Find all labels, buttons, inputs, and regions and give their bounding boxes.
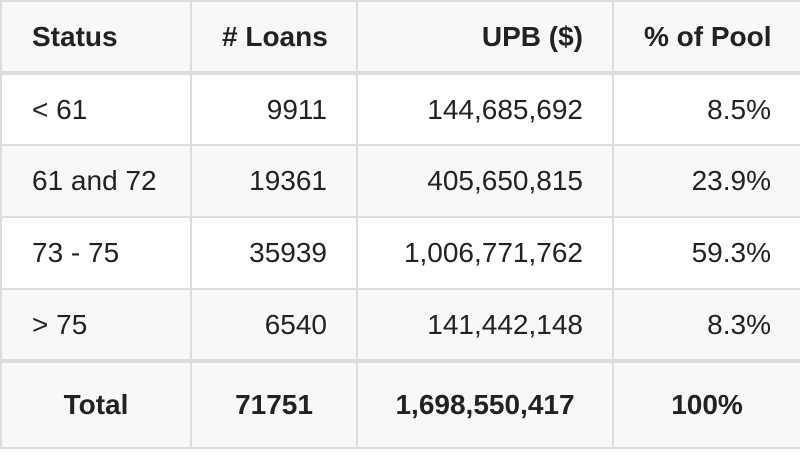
total-loans: 71751 — [190, 359, 358, 449]
cell-status: < 61 — [0, 72, 192, 146]
header-upb: UPB ($) — [356, 0, 614, 75]
cell-upb: 144,685,692 — [356, 72, 614, 146]
total-pool-percent: 100% — [612, 359, 800, 449]
total-label: Total — [0, 359, 192, 449]
cell-loans: 35939 — [190, 216, 358, 290]
header-status: Status — [0, 0, 192, 75]
table-row: > 75 6540 141,442,148 8.3% — [0, 288, 800, 362]
table-body: < 61 9911 144,685,692 8.5% 61 and 72 193… — [0, 72, 800, 362]
cell-status: 61 and 72 — [0, 144, 192, 218]
cell-status: 73 - 75 — [0, 216, 192, 290]
cell-loans: 6540 — [190, 288, 358, 362]
header-row: Status # Loans UPB ($) % of Pool — [0, 0, 800, 75]
table-header: Status # Loans UPB ($) % of Pool — [0, 0, 800, 75]
total-upb: 1,698,550,417 — [356, 359, 614, 449]
cell-upb: 141,442,148 — [356, 288, 614, 362]
cell-pool-percent: 59.3% — [612, 216, 800, 290]
table-footer: Total 71751 1,698,550,417 100% — [0, 359, 800, 449]
cell-upb: 1,006,771,762 — [356, 216, 614, 290]
cell-upb: 405,650,815 — [356, 144, 614, 218]
cell-pool-percent: 23.9% — [612, 144, 800, 218]
header-loans: # Loans — [190, 0, 358, 75]
cell-pool-percent: 8.3% — [612, 288, 800, 362]
total-row: Total 71751 1,698,550,417 100% — [0, 359, 800, 449]
cell-pool-percent: 8.5% — [612, 72, 800, 146]
header-pool-percent: % of Pool — [612, 0, 800, 75]
cell-loans: 9911 — [190, 72, 358, 146]
table-row: 61 and 72 19361 405,650,815 23.9% — [0, 144, 800, 218]
table-row: 73 - 75 35939 1,006,771,762 59.3% — [0, 216, 800, 290]
table-row: < 61 9911 144,685,692 8.5% — [0, 72, 800, 146]
cell-loans: 19361 — [190, 144, 358, 218]
cell-status: > 75 — [0, 288, 192, 362]
